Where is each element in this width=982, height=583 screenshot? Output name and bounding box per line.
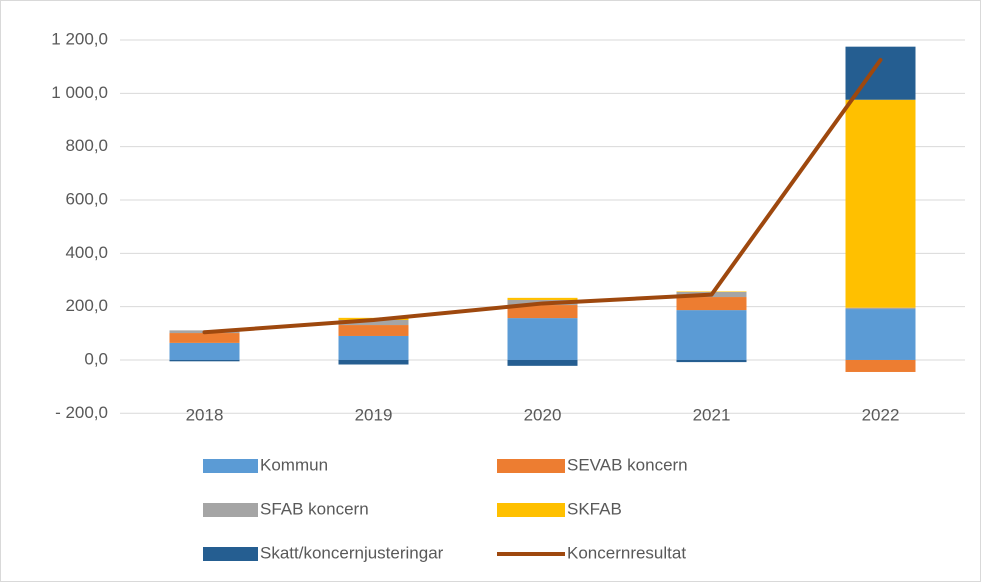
bar	[676, 310, 747, 360]
bar	[169, 333, 240, 343]
y-tick-label: 400,0	[65, 243, 108, 262]
bar	[338, 325, 409, 336]
bar	[676, 359, 747, 363]
bar	[507, 297, 578, 300]
bar	[845, 359, 916, 372]
bar	[507, 318, 578, 360]
bar	[507, 305, 578, 319]
bar	[845, 309, 916, 360]
bar	[845, 99, 916, 308]
y-tick-label: 800,0	[65, 136, 108, 155]
legend-swatch	[203, 503, 258, 517]
legend-label: Kommun	[260, 455, 328, 474]
legend-swatch	[497, 503, 565, 517]
legend-swatch	[497, 459, 565, 473]
bar	[338, 335, 409, 360]
x-tick-label: 2020	[524, 405, 562, 424]
bar	[676, 297, 747, 311]
legend-swatch	[203, 459, 258, 473]
x-tick-label: 2022	[862, 405, 900, 424]
bar	[845, 307, 916, 310]
legend-label: Koncernresultat	[567, 543, 686, 562]
x-tick-label: 2018	[186, 405, 224, 424]
bar	[169, 342, 240, 360]
bar	[338, 359, 409, 365]
bar	[169, 359, 240, 362]
y-tick-label: 1 200,0	[51, 29, 108, 48]
y-tick-label: 600,0	[65, 189, 108, 208]
line	[202, 57, 883, 335]
legend-label: SKFAB	[567, 499, 622, 518]
legend-label: Skatt/koncernjusteringar	[260, 543, 444, 562]
legend-label: SFAB koncern	[260, 499, 369, 518]
x-tick-label: 2021	[693, 405, 731, 424]
legend-swatch	[203, 547, 258, 561]
y-tick-label: 1 000,0	[51, 83, 108, 102]
y-tick-label: 0,0	[84, 349, 108, 368]
bar	[507, 359, 578, 366]
legend-label: SEVAB koncern	[567, 455, 688, 474]
bar	[338, 319, 409, 326]
y-tick-label: 200,0	[65, 296, 108, 315]
x-tick-label: 2019	[355, 405, 393, 424]
y-tick-label: - 200,0	[55, 403, 108, 422]
